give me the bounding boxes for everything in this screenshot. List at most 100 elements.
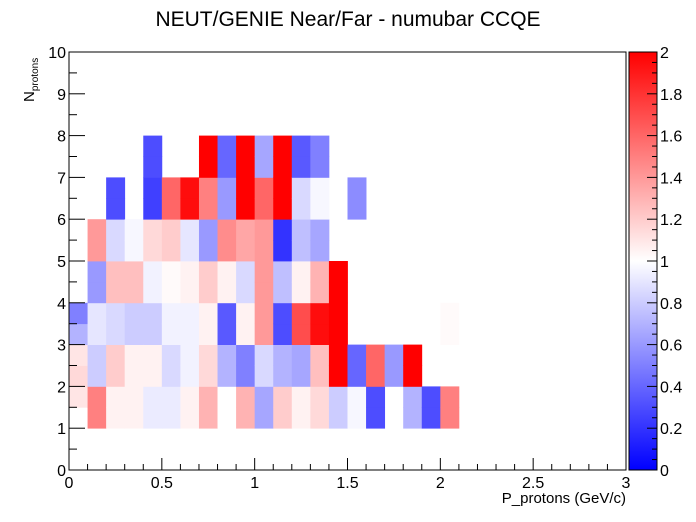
heatmap-cell — [198, 198, 218, 220]
heatmap-cell — [310, 323, 330, 345]
heatmap-cell — [310, 365, 330, 387]
heatmap-cell — [347, 177, 367, 199]
heatmap-cell — [328, 386, 348, 408]
heatmap-cell — [180, 240, 200, 262]
heatmap-cell — [180, 219, 200, 241]
heatmap-cell — [328, 344, 348, 366]
heatmap-cell — [124, 281, 144, 304]
y-tick-label: 2 — [57, 379, 66, 396]
heatmap-cells — [69, 135, 460, 429]
heatmap-cell — [198, 344, 218, 366]
heatmap-cell — [254, 323, 274, 345]
heatmap-cell — [291, 198, 311, 220]
colorbar-tick-label: 2 — [660, 45, 669, 62]
heatmap-cell — [69, 344, 88, 366]
heatmap-cell — [273, 240, 293, 262]
heatmap-cell — [328, 365, 348, 387]
heatmap-cell — [143, 198, 163, 220]
heatmap-cell — [161, 261, 181, 283]
heatmap-cell — [254, 365, 274, 387]
heatmap-cell — [217, 240, 237, 262]
heatmap-cell — [254, 407, 274, 429]
heatmap-cell — [217, 386, 237, 408]
heatmap-cell — [124, 407, 144, 429]
heatmap-cell — [180, 344, 200, 366]
heatmap-cell — [273, 323, 293, 345]
heatmap-cell — [366, 365, 386, 387]
y-tick-label: 6 — [57, 212, 66, 229]
heatmap-cell — [161, 240, 181, 262]
heatmap-cell — [273, 261, 293, 283]
heatmap-cell — [310, 344, 330, 366]
heatmap-cell — [198, 407, 218, 429]
heatmap-cell — [87, 323, 107, 345]
heatmap-cell — [161, 365, 181, 387]
heatmap-cell — [198, 219, 218, 241]
x-tick-label: 0.5 — [151, 475, 173, 492]
heatmap-cell — [347, 198, 367, 220]
heatmap-cell — [217, 177, 237, 199]
heatmap-cell — [87, 386, 107, 408]
heatmap-cell — [440, 323, 460, 345]
heatmap-cell — [124, 344, 144, 366]
y-tick-label: 10 — [48, 45, 66, 62]
x-tick-label: 1 — [250, 475, 259, 492]
heatmap-cell — [124, 323, 144, 345]
heatmap-cell — [161, 302, 181, 325]
heatmap-cell — [291, 240, 311, 262]
heatmap-cell — [143, 261, 163, 283]
heatmap-cell — [310, 302, 330, 325]
heatmap-cell — [291, 261, 311, 283]
heatmap-cell — [217, 407, 237, 429]
heatmap-cell — [403, 407, 423, 429]
heatmap-cell — [124, 219, 144, 241]
heatmap-cell — [440, 302, 460, 325]
heatmap-cell — [143, 219, 163, 241]
heatmap-cell — [366, 407, 386, 429]
heatmap-cell — [310, 135, 330, 157]
heatmap-cell — [273, 177, 293, 199]
y-tick-label: 9 — [57, 87, 66, 104]
heatmap-cell — [87, 365, 107, 387]
heatmap-cell — [180, 177, 200, 199]
x-tick-label: 3 — [622, 475, 631, 492]
heatmap-cell — [254, 177, 274, 199]
colorbar-tick-label: 1.4 — [660, 170, 682, 187]
heatmap-cell — [440, 407, 460, 429]
colorbar-tick-label: 0.2 — [660, 421, 682, 438]
heatmap-cell — [254, 261, 274, 283]
heatmap-cell — [236, 281, 256, 304]
heatmap-cell — [69, 386, 88, 408]
heatmap-cell — [254, 281, 274, 304]
heatmap-cell — [273, 344, 293, 366]
heatmap-cell — [254, 198, 274, 220]
heatmap-cell — [328, 261, 348, 283]
y-tick-label: 5 — [57, 254, 66, 271]
heatmap-cell — [69, 323, 88, 345]
heatmap-cell — [198, 177, 218, 199]
colorbar-tick-label: 0.4 — [660, 379, 682, 396]
y-axis-label-main: N — [21, 91, 38, 102]
x-tick-label: 2.5 — [522, 475, 544, 492]
heatmap-cell — [236, 365, 256, 387]
heatmap-cell — [273, 302, 293, 325]
y-tick-label: 1 — [57, 421, 66, 438]
heatmap-cell — [124, 386, 144, 408]
heatmap-cell — [291, 135, 311, 157]
heatmap-cell — [106, 261, 126, 283]
heatmap-cell — [291, 323, 311, 345]
heatmap-cell — [310, 261, 330, 283]
heatmap-cell — [106, 407, 126, 429]
heatmap-cell — [291, 386, 311, 408]
heatmap-cell — [87, 302, 107, 325]
heatmap-cell — [310, 386, 330, 408]
heatmap-cell — [87, 407, 107, 429]
y-tick-label: 4 — [57, 296, 66, 313]
heatmap-cell — [236, 344, 256, 366]
heatmap-cell — [347, 407, 367, 429]
heatmap-cell — [310, 240, 330, 262]
heatmap-cell — [291, 281, 311, 304]
heatmap-cell — [106, 365, 126, 387]
heatmap-cell — [143, 302, 163, 325]
